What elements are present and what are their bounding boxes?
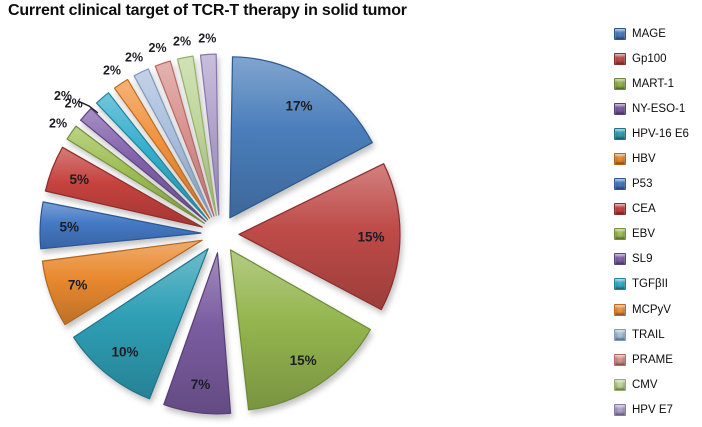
legend-item-gp100: Gp100: [614, 46, 702, 71]
legend-swatch-icon: [614, 102, 626, 115]
legend-item-label: P53: [632, 178, 653, 191]
pie-slice-mcpyv: [113, 78, 211, 219]
legend-swatch-icon: [614, 303, 626, 316]
pie-slice-mart-1: [229, 249, 371, 411]
legend-swatch-icon: [614, 328, 626, 341]
pie-slice-mage: [229, 56, 373, 219]
legend-item-ebv: EBV: [614, 222, 702, 247]
slice-label: 2%: [103, 63, 121, 77]
legend-item-label: TRAIL: [632, 328, 665, 341]
legend-swatch-icon: [614, 378, 626, 391]
legend-swatch-icon: [614, 77, 626, 90]
legend-item-trail: TRAIL: [614, 322, 702, 347]
slice-label: 2%: [125, 51, 143, 65]
legend-item-tgf-ii: TGFβII: [614, 272, 702, 297]
legend-item-label: HPV E7: [632, 403, 673, 416]
legend-item-cmv: CMV: [614, 372, 702, 397]
pie-slice-hpv-e7: [199, 53, 220, 216]
legend-swatch-icon: [614, 353, 626, 366]
legend-item-hpv-16-e6: HPV-16 E6: [614, 121, 702, 146]
legend-item-label: EBV: [632, 228, 656, 241]
legend-item-hbv: HBV: [614, 146, 702, 171]
legend-item-mage: MAGE: [614, 21, 702, 46]
legend-swatch-icon: [614, 253, 626, 266]
legend-item-mcpyv: MCPyV: [614, 297, 702, 322]
legend-swatch-icon: [614, 52, 626, 65]
pie-slice-gp100: [238, 163, 401, 311]
legend-swatch-icon: [614, 127, 626, 140]
pie-slice-p53: [39, 201, 202, 250]
legend-item-label: MCPyV: [632, 303, 671, 316]
legend-item-cea: CEA: [614, 197, 702, 222]
legend-item-mart-1: MART-1: [614, 71, 702, 96]
legend-item-label: HBV: [632, 153, 656, 166]
legend-swatch-icon: [614, 27, 626, 40]
pie-slice-cmv: [176, 55, 217, 216]
legend-item-p53: P53: [614, 172, 702, 197]
legend-item-ny-eso-1: NY-ESO-1: [614, 96, 702, 121]
legend-swatch-icon: [614, 228, 626, 241]
legend-item-label: CMV: [632, 378, 658, 391]
slice-label: 2%: [198, 31, 216, 45]
slice-label: 2%: [149, 41, 167, 55]
legend-item-hpv-e7: HPV E7: [614, 397, 702, 422]
legend-item-label: HPV-16 E6: [632, 127, 689, 140]
pie-slice-ny-eso-1: [163, 252, 232, 415]
pie-slice-hbv: [41, 239, 203, 326]
legend-swatch-icon: [614, 178, 626, 191]
legend-item-label: SL9: [632, 253, 653, 266]
pie-slice-tgf-ii: [95, 92, 209, 221]
pie-slice-hpv-16-e6: [73, 248, 209, 400]
pie-slice-trail: [133, 68, 213, 218]
slice-label: 2%: [65, 96, 83, 110]
legend: MAGE Gp100 MART-1 NY-ESO-1 HPV-16 E6 HBV P53 CE…: [614, 21, 702, 423]
pie-slice-prame: [154, 60, 215, 217]
slice-label: 2%: [49, 116, 67, 130]
legend-item-label: NY-ESO-1: [632, 102, 686, 115]
legend-item-label: MAGE: [632, 27, 666, 40]
pie-slice-cea: [44, 146, 203, 228]
chart-title: Current clinical target of TCR-T therapy…: [8, 2, 407, 19]
legend-item-label: Gp100: [632, 52, 667, 65]
legend-item-label: MART-1: [632, 77, 674, 90]
pie-slice-ebv: [66, 125, 205, 224]
slice-label: 2%: [54, 89, 72, 103]
slice-label: 2%: [173, 35, 191, 49]
legend-item-label: PRAME: [632, 353, 673, 366]
legend-swatch-icon: [614, 403, 626, 416]
legend-swatch-icon: [614, 153, 626, 166]
legend-item-label: TGFβII: [632, 278, 668, 291]
legend-swatch-icon: [614, 278, 626, 291]
label-leader-line: [77, 100, 99, 114]
legend-item-prame: PRAME: [614, 347, 702, 372]
legend-item-sl9: SL9: [614, 247, 702, 272]
legend-swatch-icon: [614, 203, 626, 216]
legend-item-label: CEA: [632, 203, 656, 216]
pie-chart: 17%15%15%7%10%7%5%5%2%2%2%2%2%2% 2% 2%: [39, 31, 401, 415]
